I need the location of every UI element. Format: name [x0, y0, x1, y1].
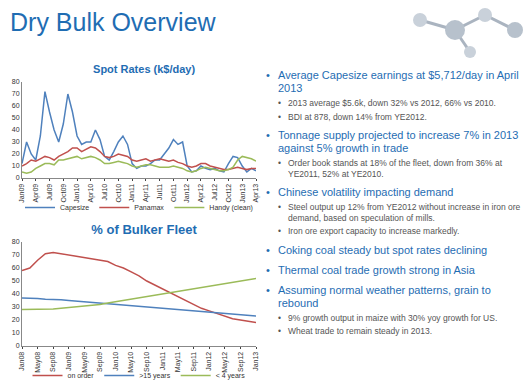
svg-text:10: 10	[12, 329, 20, 336]
svg-text:50: 50	[12, 277, 20, 284]
svg-text:Apr09: Apr09	[32, 184, 40, 203]
svg-text:Panamax: Panamax	[134, 204, 164, 211]
svg-text:50: 50	[12, 114, 20, 121]
svg-text:May09: May09	[81, 352, 89, 373]
html-text:Coking coal steady but spot ra: Coking coal steady but spot rates declin…	[278, 243, 488, 256]
svg-text:Apr13: Apr13	[252, 184, 260, 203]
svg-text:40: 40	[12, 290, 20, 297]
svg-text:80: 80	[12, 78, 20, 85]
svg-text:Jan09: Jan09	[65, 352, 72, 371]
html-text:9% growth output in maize with: 9% growth output in maize with 30% yoy g…	[288, 312, 498, 323]
html-text:Dry Bulk Overview: Dry Bulk Overview	[10, 8, 216, 36]
svg-text:Jan08: Jan08	[18, 352, 25, 371]
svg-text:Jan12: Jan12	[183, 184, 190, 203]
svg-text:Jan13: Jan13	[252, 352, 259, 371]
svg-text:May11: May11	[174, 352, 182, 373]
html-text:Steel output up 12% from YE201: Steel output up 12% from YE2012 without …	[288, 202, 521, 223]
svg-text:70: 70	[12, 251, 20, 258]
svg-text:60: 60	[12, 102, 20, 109]
svg-text:% of Bulker Fleet: % of Bulker Fleet	[91, 222, 197, 237]
svg-text:Oct12: Oct12	[225, 184, 232, 203]
svg-text:40: 40	[12, 126, 20, 133]
svg-text:80: 80	[12, 238, 20, 245]
svg-text:< 4 years: < 4 years	[216, 372, 245, 380]
svg-text:10: 10	[12, 162, 20, 169]
svg-text:20: 20	[12, 316, 20, 323]
svg-text:30: 30	[12, 138, 20, 145]
svg-text:Apr10: Apr10	[87, 184, 95, 203]
svg-text:Oct09: Oct09	[60, 184, 67, 203]
svg-text:30: 30	[12, 303, 20, 310]
svg-text:Handy (clean): Handy (clean)	[209, 204, 253, 212]
svg-text:Sep09: Sep09	[96, 352, 104, 372]
svg-text:Sep10: Sep10	[143, 352, 151, 372]
svg-text:Jul09: Jul09	[46, 184, 53, 201]
svg-text:Apr11: Apr11	[142, 184, 150, 202]
svg-text:70: 70	[12, 90, 20, 97]
svg-text:0: 0	[16, 174, 20, 181]
svg-text:Jan10: Jan10	[73, 184, 80, 203]
svg-text:Jul12: Jul12	[211, 184, 218, 201]
html-text:BDI at 878, down 14% from YE20: BDI at 878, down 14% from YE2012.	[288, 111, 427, 122]
svg-text:Jan09: Jan09	[18, 184, 25, 203]
svg-text:Jan10: Jan10	[112, 352, 119, 371]
svg-text:May10: May10	[127, 352, 135, 373]
svg-text:>15 years: >15 years	[139, 372, 170, 380]
svg-text:May12: May12	[221, 352, 229, 373]
svg-text:20: 20	[12, 150, 20, 157]
svg-text:Sep08: Sep08	[49, 352, 57, 372]
svg-text:Jan13: Jan13	[239, 184, 246, 203]
svg-text:Capesize: Capesize	[60, 204, 89, 212]
html-text:Chinese volatility impacting d: Chinese volatility impacting demand	[278, 186, 454, 198]
svg-text:on order: on order	[68, 372, 95, 379]
svg-text:Sep12: Sep12	[237, 352, 245, 372]
html-text:Order book stands at 18% of th: Order book stands at 18% of the fleet, d…	[288, 158, 502, 179]
html-text:Assuming normal weather patter: Assuming normal weather patterns, grain …	[278, 283, 491, 309]
html-text:Iron ore export capacity to in: Iron ore export capacity to increase mar…	[288, 226, 460, 236]
html-text:Average Capesize earnings at $: Average Capesize earnings at $5,712/day …	[278, 69, 519, 94]
html-text:Tonnage supply projected to in: Tonnage supply projected to increase 7% …	[278, 129, 519, 154]
svg-text:Jul10: Jul10	[101, 184, 108, 201]
svg-text:60: 60	[12, 264, 20, 271]
svg-text:Jan11: Jan11	[128, 184, 135, 203]
svg-text:0: 0	[16, 342, 20, 349]
html-text:Wheat trade to remain steady i: Wheat trade to remain steady in 2013.	[288, 326, 433, 336]
svg-text:Oct11: Oct11	[170, 184, 177, 202]
svg-text:Jan11: Jan11	[159, 352, 166, 371]
svg-text:Apr12: Apr12	[197, 184, 205, 203]
svg-text:Oct10: Oct10	[115, 184, 122, 203]
html-text:Thermal coal trade growth stro: Thermal coal trade growth strong in Asia	[278, 263, 475, 276]
svg-text:Spot Rates (k$/day): Spot Rates (k$/day)	[93, 63, 195, 75]
svg-text:Jul11: Jul11	[156, 184, 163, 200]
html-text:2013 average $5.6k, down 32% v: 2013 average $5.6k, down 32% vs 2012, 66…	[288, 98, 496, 108]
svg-text:May08: May08	[34, 352, 42, 373]
svg-text:Sep11: Sep11	[190, 352, 198, 372]
svg-text:Jan12: Jan12	[205, 352, 212, 371]
